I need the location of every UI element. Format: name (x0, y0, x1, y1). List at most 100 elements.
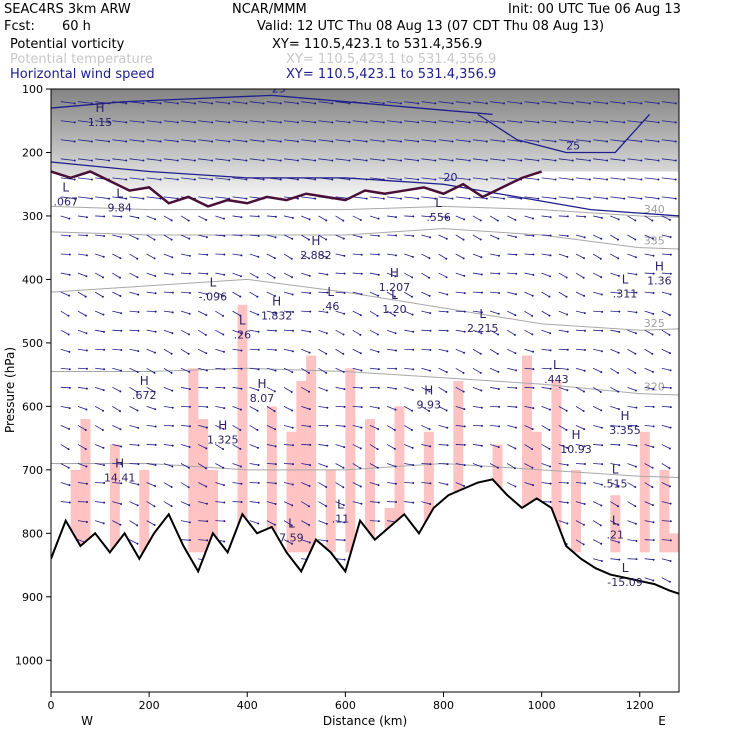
wind-vector-head (451, 159, 454, 162)
wind-vector (369, 501, 379, 503)
wind-vector-head (634, 219, 637, 222)
wind-vector (610, 196, 625, 199)
wind-vector-head (223, 501, 226, 504)
wind-vector (575, 348, 585, 351)
wind-vector-head (228, 102, 231, 105)
wind-vector-head (125, 178, 128, 181)
wind-vector-head (566, 235, 569, 238)
wind-vector (627, 101, 642, 104)
wind-vector-head (652, 292, 655, 295)
wind-vector-head (359, 485, 362, 488)
wind-vector (318, 348, 327, 355)
wind-vector (386, 310, 396, 316)
wind-vector (369, 405, 379, 409)
wind-vector (198, 196, 213, 199)
wind-vector (335, 463, 344, 469)
wind-vector-head (549, 234, 552, 237)
wind-vector (77, 348, 87, 351)
wind-vector-head (274, 329, 277, 332)
wind-vector (575, 101, 590, 104)
wind-vector (129, 520, 138, 526)
wind-vector-head (204, 467, 207, 470)
wind-vector (180, 520, 190, 523)
wind-vector (644, 425, 654, 427)
wind-vector (592, 272, 602, 278)
wind-vector (593, 196, 608, 199)
wind-vector (301, 386, 310, 393)
wind-vector (524, 444, 533, 450)
wind-vector-head (434, 178, 437, 181)
wind-vector (232, 444, 241, 450)
wind-vector-head (669, 520, 672, 523)
wind-vector (369, 101, 384, 104)
wind-vector (386, 463, 396, 467)
extremum-value: 10.93 (560, 443, 592, 456)
wind-vector-head (463, 408, 466, 411)
wind-vector-head (170, 238, 173, 241)
wind-vector-head (171, 291, 174, 294)
wind-vector (180, 310, 190, 315)
wind-vector (77, 291, 86, 297)
wind-vector-head (617, 351, 620, 354)
wind-vector-head (205, 314, 208, 317)
wind-vector-head (119, 294, 122, 297)
wind-vector (575, 367, 585, 372)
wind-vector-head (428, 428, 431, 431)
wind-vector (472, 139, 487, 142)
pv-shading-patch (394, 406, 405, 553)
wind-vector (180, 291, 191, 294)
wind-vector (232, 101, 247, 104)
wind-vector (558, 272, 567, 278)
wind-vector-head (274, 349, 277, 352)
wind-vector (335, 367, 344, 373)
wind-vector (575, 234, 585, 238)
wind-vector-head (119, 276, 122, 279)
wind-vector-head (497, 466, 500, 469)
wind-vector-head (395, 234, 398, 237)
wind-vector (146, 177, 161, 180)
wind-vector (644, 577, 654, 581)
wind-vector-head (669, 369, 672, 372)
extremum-marker: L (612, 463, 619, 477)
wind-vector (369, 177, 384, 180)
wind-vector (592, 367, 602, 373)
wind-vector-head (566, 522, 569, 525)
wind-vector-head (451, 140, 454, 143)
wind-vector-head (68, 501, 71, 504)
wind-vector (266, 234, 276, 238)
wind-vector (249, 406, 258, 412)
wind-vector (610, 158, 625, 161)
field-theta-xy: XY= 110.5,423.1 to 531.4,356.9 (286, 52, 497, 67)
wind-vector (283, 482, 293, 485)
wind-vector-head (326, 273, 329, 276)
pv-shading-patch (453, 380, 464, 553)
wind-vector (455, 425, 465, 427)
wind-vector-head (307, 238, 310, 241)
wind-vector (95, 386, 104, 391)
wind-vector-head (228, 140, 231, 143)
wind-vector-head (103, 464, 106, 467)
wind-vector-head (640, 121, 643, 124)
y-tick-label: 700 (22, 464, 43, 477)
wind-vector (129, 425, 139, 429)
wind-vector-head (393, 314, 396, 317)
wind-vector (610, 501, 619, 507)
wind-vector (318, 158, 333, 161)
wind-vector-head (600, 237, 603, 240)
wind-vector-head (171, 311, 174, 314)
wind-vector-head (68, 350, 71, 353)
wind-vector (507, 120, 522, 123)
wind-vector (489, 310, 499, 315)
wind-vector-head (531, 333, 534, 336)
wind-vector (575, 463, 585, 465)
wind-vector (661, 120, 676, 123)
wind-vector (232, 310, 241, 316)
wind-vector-head (583, 215, 586, 218)
extremum-marker: L (479, 307, 486, 321)
wind-vector (249, 329, 259, 333)
wind-vector-head (360, 406, 363, 409)
x-tick-label: 1000 (528, 699, 556, 712)
wind-vector-head (411, 446, 414, 449)
wind-vector (507, 482, 516, 487)
wind-vector (146, 139, 161, 142)
